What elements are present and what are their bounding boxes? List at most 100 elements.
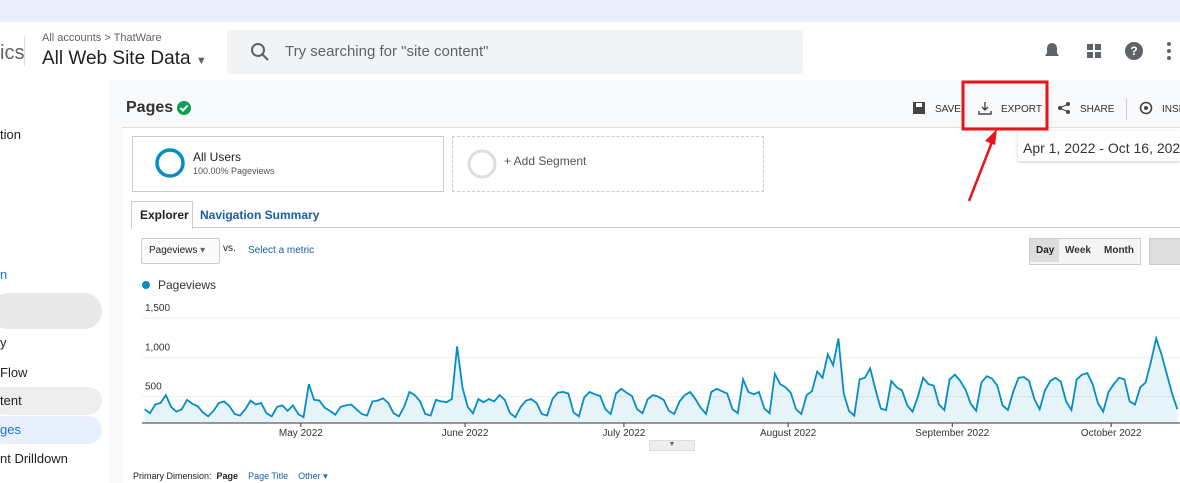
part	[1167, 56, 1171, 60]
verified-icon	[177, 101, 191, 115]
granularity-button[interactable]: Day	[1036, 245, 1055, 256]
legend-marker	[142, 281, 150, 289]
dimension-option[interactable]: Page	[216, 471, 239, 481]
part	[155, 148, 185, 178]
export-button[interactable]: EXPORT	[1001, 104, 1042, 115]
segment-name: All Users	[193, 150, 242, 164]
dimension-option[interactable]: Other ▾	[298, 471, 328, 481]
add-segment: + Add Segment	[504, 154, 587, 168]
divider	[1126, 98, 1127, 120]
breadcrumb-item[interactable]: ThatWare	[113, 32, 162, 44]
part	[967, 141, 994, 202]
legend-label: Pageviews	[158, 278, 216, 292]
search-placeholder: Try searching for "site content"	[285, 43, 489, 60]
toolbar	[122, 80, 1180, 128]
part	[1167, 42, 1171, 46]
x-tick-label: May 2022	[279, 428, 323, 439]
part	[261, 53, 269, 61]
part: ▼	[195, 55, 207, 67]
share-icon	[1058, 102, 1070, 114]
granularity-active	[1030, 239, 1059, 262]
top-band	[0, 0, 1180, 22]
breadcrumb: All accounts > ThatWare	[42, 32, 162, 44]
divider	[24, 36, 25, 66]
sidebar-item[interactable]: y	[0, 335, 7, 350]
sidebar-item[interactable]: nt Drilldown	[0, 451, 68, 466]
area	[144, 338, 1178, 423]
part	[1095, 44, 1101, 50]
tab-active	[131, 201, 193, 229]
part: ▾	[200, 245, 206, 256]
primary-dimension: Primary Dimension: Page Page Title Other…	[133, 471, 328, 482]
save-button[interactable]: SAVE	[935, 104, 961, 115]
part	[1167, 49, 1171, 53]
sidebar-item[interactable]: n	[0, 267, 8, 282]
dimension-option[interactable]: Page Title	[248, 471, 289, 481]
part	[1087, 44, 1093, 50]
share-button[interactable]: SHARE	[1080, 104, 1115, 115]
save-icon	[913, 102, 925, 114]
export-icon	[978, 102, 992, 115]
part	[1095, 52, 1101, 58]
y-tick-label: 1,000	[145, 342, 170, 353]
part	[1059, 103, 1069, 113]
line	[144, 335, 1179, 419]
breadcrumb-item[interactable]: All accounts	[42, 32, 102, 44]
part	[1125, 42, 1143, 60]
part	[1045, 43, 1059, 58]
segment-ring	[155, 148, 185, 178]
granularity-button[interactable]: Week	[1065, 245, 1091, 256]
chart-type-button[interactable]	[1149, 238, 1180, 265]
select-metric[interactable]: Select a metric	[248, 245, 315, 256]
x-tick-label: September 2022	[915, 428, 989, 439]
x-tick-label: July 2022	[603, 428, 646, 439]
x-tick-label: June 2022	[442, 428, 489, 439]
part	[961, 80, 1049, 131]
segment-card[interactable]	[132, 136, 444, 192]
granularity-button[interactable]: Month	[1104, 245, 1134, 256]
segment-detail: 100.00% Pageviews	[193, 166, 275, 176]
y-tick-label: 500	[145, 382, 162, 393]
date-range: Apr 1, 2022 - Oct 16, 202	[1023, 140, 1180, 156]
metric: Pageviews ▾	[149, 245, 205, 256]
sidebar-highlight	[0, 387, 102, 415]
date-box[interactable]	[1018, 131, 1180, 161]
sidebar-item[interactable]: Flow	[0, 365, 28, 380]
sidebar-item[interactable]: ges	[0, 422, 21, 437]
chart-collapse[interactable]: ▼	[649, 440, 695, 451]
y-tick-label: 1,500	[145, 303, 170, 314]
tab[interactable]: Explorer	[140, 208, 189, 222]
part: Primary Dimension:	[133, 471, 212, 481]
property-selector[interactable]: All Web Site Data ▼	[42, 48, 207, 70]
part: ?	[1130, 44, 1137, 58]
part	[985, 129, 997, 145]
sidebar-item[interactable]: tent	[0, 393, 22, 408]
sidebar-highlight	[0, 416, 102, 444]
sidebar-item[interactable]: tion	[0, 127, 21, 142]
search-box[interactable]	[227, 30, 803, 74]
tab[interactable]: Navigation Summary	[200, 208, 320, 222]
part	[916, 103, 922, 107]
annotation	[961, 80, 1049, 202]
breadcrumb-sep: >	[104, 32, 111, 44]
insights-button[interactable]: INSI	[1162, 104, 1180, 115]
part: Pageviews	[149, 245, 198, 256]
part: Other	[298, 471, 321, 481]
part	[1139, 101, 1153, 115]
logo: ics	[0, 42, 25, 64]
insights-icon	[1139, 101, 1153, 115]
vs: vs.	[223, 243, 236, 254]
add-segment-card[interactable]	[452, 136, 764, 192]
sidebar-highlight	[0, 293, 102, 329]
x-tick-label: October 2022	[1081, 428, 1142, 439]
x-tick-label: August 2022	[760, 428, 817, 439]
tab-line	[132, 227, 1180, 228]
part	[179, 104, 189, 112]
part	[251, 43, 265, 57]
sidebar	[0, 80, 110, 483]
part	[978, 102, 992, 115]
report-title: Pages	[126, 99, 174, 116]
header-icons: ?	[1045, 42, 1171, 60]
metric-dropdown[interactable]	[141, 238, 220, 264]
